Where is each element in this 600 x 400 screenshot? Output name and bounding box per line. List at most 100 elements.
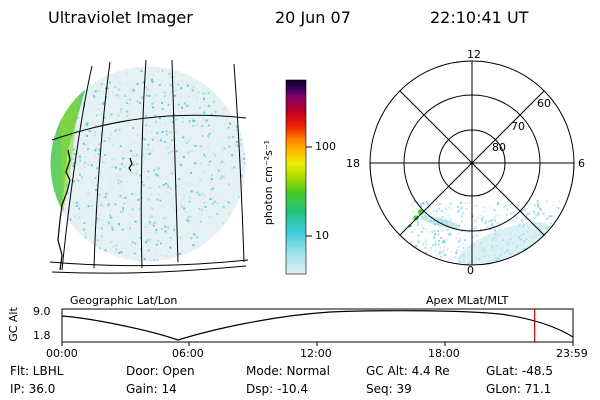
time-tick-0000: 00:00 xyxy=(46,347,78,360)
emission-speck xyxy=(193,87,196,90)
oval-speck xyxy=(437,233,440,236)
emission-speck xyxy=(120,211,122,213)
emission-speck xyxy=(137,198,140,201)
emission-speck xyxy=(236,125,239,128)
emission-speck xyxy=(188,120,191,123)
oval-speck xyxy=(419,247,422,250)
emission-speck xyxy=(235,143,238,146)
emission-speck xyxy=(207,104,210,107)
emission-speck xyxy=(200,129,203,132)
oval-speck xyxy=(533,210,536,213)
oval-speck xyxy=(504,204,507,207)
oval-speck xyxy=(529,203,532,206)
time-tick-0600: 06:00 xyxy=(172,347,204,360)
emission-speck xyxy=(169,75,172,78)
oval-speck xyxy=(444,241,447,244)
oval-speck xyxy=(464,228,467,231)
emission-speck xyxy=(129,220,132,223)
oval-speck xyxy=(505,214,508,216)
lat-label-80: 80 xyxy=(492,141,506,154)
emission-speck xyxy=(76,116,79,119)
emission-speck xyxy=(109,81,111,84)
emission-speck xyxy=(77,203,80,206)
oval-speck xyxy=(494,229,496,232)
emission-speck xyxy=(169,237,172,239)
emission-speck xyxy=(159,254,162,257)
emission-speck xyxy=(91,104,94,107)
oval-speck xyxy=(545,255,548,258)
emission-speck xyxy=(141,96,144,99)
emission-speck xyxy=(83,222,86,224)
emission-speck xyxy=(165,130,168,133)
emission-speck xyxy=(165,182,168,185)
oval-speck xyxy=(411,231,414,234)
oval-speck xyxy=(546,241,549,244)
oval-speck xyxy=(551,259,554,262)
emission-speck xyxy=(104,87,107,90)
emission-speck xyxy=(97,193,100,196)
emission-speck xyxy=(98,213,101,216)
oval-speck xyxy=(465,202,468,205)
emission-speck xyxy=(231,154,234,157)
oval-speck xyxy=(489,206,492,209)
emission-speck xyxy=(117,75,120,78)
emission-speck xyxy=(227,126,230,129)
oval-speck xyxy=(458,224,461,227)
emission-speck xyxy=(161,108,164,111)
emission-speck xyxy=(87,205,90,208)
oval-speck xyxy=(472,236,475,239)
oval-speck xyxy=(437,262,440,265)
emission-speck xyxy=(221,222,224,225)
oval-speck xyxy=(423,270,425,272)
emission-speck xyxy=(144,170,146,173)
emission-speck xyxy=(155,243,158,246)
oval-speck xyxy=(432,258,434,261)
emission-speck xyxy=(127,121,130,124)
emission-speck xyxy=(142,250,145,253)
time-label: 22:10:41 UT xyxy=(430,8,529,27)
emission-speck xyxy=(136,100,139,103)
emission-speck xyxy=(199,220,202,223)
emission-speck xyxy=(103,140,106,142)
emission-speck xyxy=(228,213,231,216)
emission-speck xyxy=(108,121,111,123)
emission-speck xyxy=(168,72,171,75)
emission-speck xyxy=(165,133,168,136)
oval-speck xyxy=(411,267,413,269)
oval-speck xyxy=(417,239,419,242)
emission-speck xyxy=(122,207,124,210)
oval-speck xyxy=(460,215,463,218)
emission-speck xyxy=(160,204,163,207)
emission-speck xyxy=(179,236,182,239)
emission-speck xyxy=(188,153,191,156)
oval-speck xyxy=(464,239,467,242)
altitude-ylabel: GC Alt xyxy=(6,307,20,342)
oval-speck xyxy=(527,268,529,270)
emission-speck xyxy=(129,103,132,105)
oval-speck xyxy=(463,224,466,227)
emission-speck xyxy=(200,145,203,148)
emission-speck xyxy=(189,216,192,218)
emission-speck xyxy=(201,210,204,213)
altitude-ytick-bottom: 1.8 xyxy=(33,329,51,342)
emission-speck xyxy=(178,203,181,206)
mlt-label-6: 6 xyxy=(578,157,585,170)
emission-speck xyxy=(177,83,180,86)
emission-speck xyxy=(91,164,93,167)
emission-speck xyxy=(229,122,232,125)
emission-speck xyxy=(162,184,165,186)
oval-speck xyxy=(444,208,447,211)
oval-speck xyxy=(439,250,442,253)
emission-speck xyxy=(146,175,149,178)
oval-speck xyxy=(556,236,559,239)
emission-speck xyxy=(181,205,183,208)
emission-speck xyxy=(154,249,157,252)
emission-speck xyxy=(151,207,154,210)
emission-speck xyxy=(229,206,232,209)
oval-speck xyxy=(536,262,539,264)
emission-speck xyxy=(237,160,240,163)
colorbar-tick-100: 100 xyxy=(315,140,336,153)
emission-speck xyxy=(85,123,88,126)
emission-speck xyxy=(107,203,110,206)
oval-speck xyxy=(552,243,555,246)
